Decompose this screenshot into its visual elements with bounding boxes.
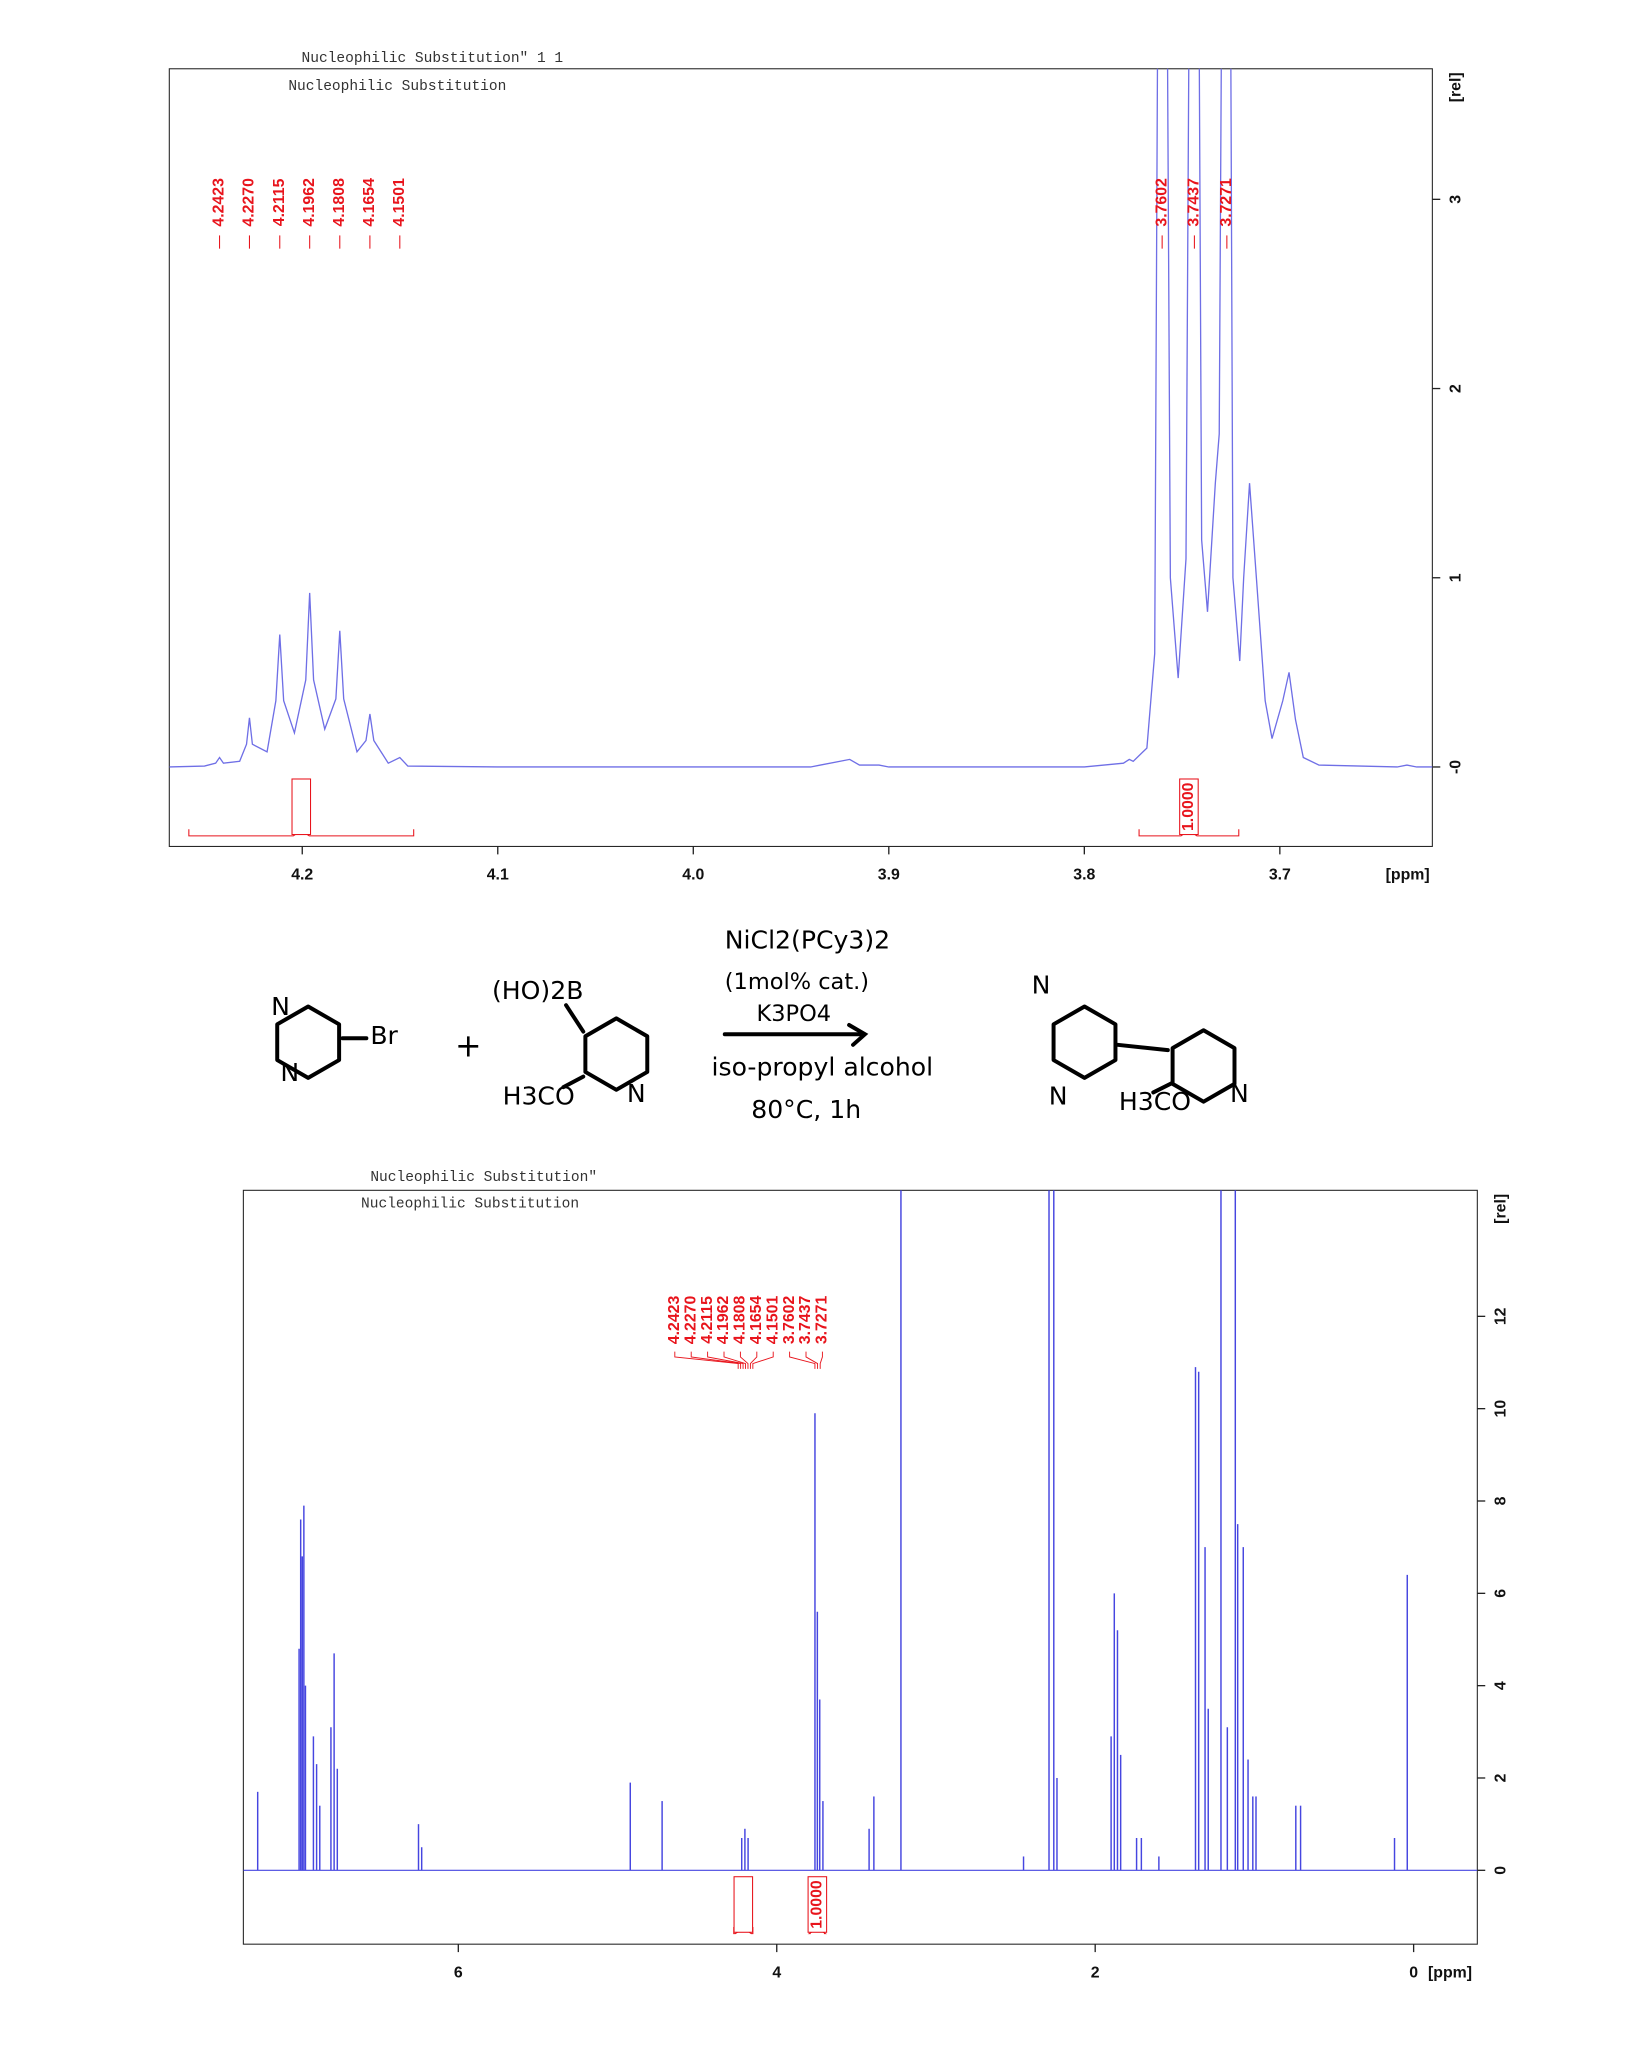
peak-marker [723, 1351, 746, 1369]
reagent: iso-propyl alcohol [712, 1053, 934, 1082]
integral-box [733, 1876, 754, 1933]
y-tick-label: -0 [1447, 760, 1464, 774]
x-tick-label: 3.8 [1073, 867, 1095, 884]
peak-label: 4.2115 [271, 178, 288, 226]
x-axis-label: [ppm] [1428, 1964, 1472, 1981]
atom-label: N [627, 1079, 646, 1108]
peak-label: 4.2115 [699, 1296, 716, 1344]
x-tick-label: 4.1 [487, 867, 509, 884]
peak-label: 4.2270 [241, 178, 258, 227]
reaction-scheme [340, 1003, 1174, 1095]
peak-label: 4.2423 [211, 178, 228, 227]
peak-label: 4.1962 [301, 178, 318, 227]
peak-label: 4.1501 [391, 178, 408, 227]
x-tick-label: 3.7 [1269, 867, 1291, 884]
peak-label: 3.7271 [814, 1295, 831, 1344]
peak-label: 4.2423 [666, 1295, 683, 1344]
peak-label: 4.1808 [732, 1295, 749, 1344]
y-axis-label: [rel] [1447, 72, 1464, 102]
reagent: NiCl2(PCy3)2 [725, 926, 890, 955]
x-tick-label: 2 [1091, 1964, 1100, 1981]
bond [564, 1003, 586, 1034]
atom-label: N [1049, 1082, 1068, 1111]
peak-label: 3.7602 [781, 1295, 798, 1344]
y-tick-label: 4 [1492, 1681, 1509, 1690]
integral-label: 1.0000 [809, 1880, 826, 1929]
peak-label: 3.7437 [1186, 178, 1203, 227]
y-tick-label: 1 [1447, 573, 1464, 582]
substituent: Br [370, 1021, 398, 1050]
bond [1115, 1042, 1170, 1053]
peak-marker [674, 1351, 739, 1369]
plot-frame [168, 68, 1433, 847]
methoxy: H3CO [1119, 1087, 1191, 1116]
y-tick-label: 2 [1447, 384, 1464, 393]
y-tick-label: 8 [1492, 1496, 1509, 1505]
peak-label: 4.1501 [764, 1295, 781, 1344]
x-tick-label: 4.2 [291, 867, 313, 884]
peak-marker [749, 1351, 758, 1369]
y-tick-label: 6 [1492, 1589, 1509, 1598]
peak-marker [805, 1351, 819, 1369]
peak-label: 4.1654 [361, 178, 378, 227]
peak-label: 3.7602 [1153, 178, 1170, 227]
integral-box [807, 1876, 828, 1933]
peak-label: 4.2270 [682, 1295, 699, 1344]
spectrum [169, 68, 1433, 768]
y-axis-label: [rel] [1492, 1194, 1509, 1224]
ring [583, 1016, 650, 1092]
atom-label: N [271, 992, 290, 1021]
peak-marker [819, 1351, 823, 1369]
integral-box [1179, 778, 1199, 836]
x-tick-label: 6 [454, 1964, 463, 1981]
x-axis-label: [ppm] [1386, 867, 1430, 884]
chart-title: Nucleophilic Substitution" 1 1 [302, 51, 564, 67]
x-tick-label: 3.9 [878, 867, 900, 884]
peak-label: 4.1654 [748, 1295, 765, 1344]
chart-title: Nucleophilic Substitution" [370, 1170, 597, 1186]
reagent: K3PO4 [757, 1001, 832, 1027]
peak-marker [690, 1351, 742, 1369]
peak-label: 3.7437 [797, 1295, 814, 1344]
x-tick-label: 4 [772, 1964, 781, 1981]
spectrum-line [169, 68, 1433, 768]
ring [275, 1004, 342, 1080]
y-tick-label: 10 [1492, 1400, 1509, 1418]
peak-marker [739, 1351, 749, 1369]
boronic-acid: (HO)2B [492, 976, 583, 1005]
y-tick-label: 12 [1492, 1307, 1509, 1325]
y-tick-label: 0 [1492, 1866, 1509, 1875]
methoxy: H3CO [503, 1082, 575, 1111]
y-tick-label: 3 [1447, 195, 1464, 204]
reagent: 80°C, 1h [751, 1095, 861, 1124]
peak-marker [707, 1351, 744, 1369]
x-tick-label: 0 [1409, 1964, 1418, 1981]
integral-box [291, 778, 312, 836]
peak-label: 4.1808 [331, 178, 348, 227]
peak-label: 4.1962 [715, 1295, 732, 1344]
atom-label: N [1032, 971, 1051, 1000]
bond [1151, 1081, 1174, 1095]
atom-label: N [1230, 1079, 1249, 1108]
bond [561, 1074, 586, 1090]
y-tick-label: 2 [1492, 1773, 1509, 1782]
peak-marker [789, 1351, 816, 1369]
plot-frame [242, 1189, 1478, 1945]
chart-subtitle: Nucleophilic Substitution [288, 79, 506, 95]
chart-subtitle: Nucleophilic Substitution [361, 1196, 579, 1212]
reagent: (1mol% cat.) [725, 969, 869, 995]
ring [1170, 1028, 1237, 1104]
spectrum [243, 1190, 1478, 1871]
peak-marker [752, 1351, 774, 1369]
ring [1051, 1004, 1118, 1080]
x-tick-label: 4.0 [682, 867, 704, 884]
arrow-head [847, 1023, 869, 1047]
peak-label: 3.7271 [1218, 178, 1235, 227]
integral-label: 1.0000 [1180, 782, 1197, 831]
plus-sign: + [455, 1028, 482, 1064]
